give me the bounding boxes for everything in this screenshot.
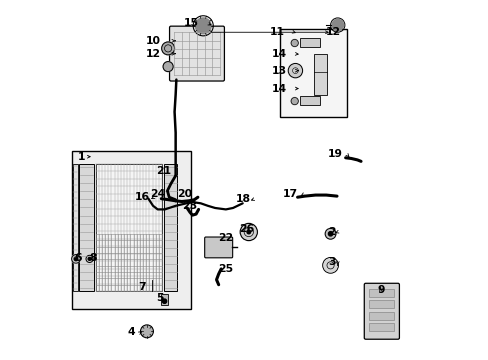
Text: 21: 21 <box>156 166 171 176</box>
Circle shape <box>331 19 343 31</box>
Text: 17: 17 <box>282 189 297 199</box>
FancyBboxPatch shape <box>300 96 319 105</box>
Circle shape <box>290 98 298 105</box>
Circle shape <box>86 255 93 262</box>
Text: 9: 9 <box>376 285 384 296</box>
Text: 23: 23 <box>182 201 197 211</box>
Text: 25: 25 <box>218 264 233 274</box>
Circle shape <box>72 255 80 263</box>
Text: 26: 26 <box>239 225 254 234</box>
FancyBboxPatch shape <box>368 323 394 331</box>
FancyBboxPatch shape <box>163 164 177 291</box>
FancyBboxPatch shape <box>73 164 78 291</box>
Circle shape <box>290 40 298 46</box>
FancyBboxPatch shape <box>161 294 167 305</box>
Circle shape <box>246 230 250 234</box>
Text: 2: 2 <box>327 227 335 237</box>
FancyBboxPatch shape <box>72 151 190 309</box>
Text: 24: 24 <box>149 189 164 199</box>
Circle shape <box>88 257 91 260</box>
Circle shape <box>163 62 173 72</box>
Circle shape <box>162 42 174 55</box>
Circle shape <box>324 259 336 272</box>
FancyBboxPatch shape <box>300 39 319 47</box>
Text: 20: 20 <box>177 189 192 199</box>
FancyBboxPatch shape <box>280 30 346 117</box>
Circle shape <box>328 231 332 236</box>
Circle shape <box>287 63 302 78</box>
Text: 7: 7 <box>138 282 145 292</box>
Circle shape <box>142 326 152 337</box>
Text: 14: 14 <box>271 84 286 94</box>
Text: 18: 18 <box>236 194 250 204</box>
Circle shape <box>240 224 257 240</box>
Text: 4: 4 <box>127 327 135 337</box>
Text: 6: 6 <box>75 253 82 263</box>
Text: 15: 15 <box>183 18 198 28</box>
Circle shape <box>325 228 335 239</box>
Text: 11: 11 <box>269 27 284 37</box>
Circle shape <box>162 299 166 303</box>
Text: 13: 13 <box>271 66 286 76</box>
Text: 16: 16 <box>134 192 149 202</box>
FancyBboxPatch shape <box>204 237 232 258</box>
FancyBboxPatch shape <box>314 54 326 95</box>
Text: 1: 1 <box>77 152 85 162</box>
Circle shape <box>74 257 78 261</box>
Text: 12: 12 <box>146 49 161 59</box>
Text: 3: 3 <box>327 257 335 267</box>
FancyBboxPatch shape <box>368 289 394 297</box>
FancyBboxPatch shape <box>364 283 399 339</box>
Text: 5: 5 <box>156 293 163 303</box>
FancyBboxPatch shape <box>169 26 224 81</box>
Text: 12: 12 <box>325 27 341 37</box>
FancyBboxPatch shape <box>368 301 394 309</box>
Text: 8: 8 <box>89 253 97 263</box>
Text: 22: 22 <box>217 233 233 243</box>
Text: 19: 19 <box>327 149 343 159</box>
FancyBboxPatch shape <box>368 312 394 320</box>
Text: 10: 10 <box>146 36 161 46</box>
Circle shape <box>195 18 211 34</box>
Text: 14: 14 <box>271 49 286 59</box>
FancyBboxPatch shape <box>79 164 94 291</box>
FancyBboxPatch shape <box>96 164 162 291</box>
